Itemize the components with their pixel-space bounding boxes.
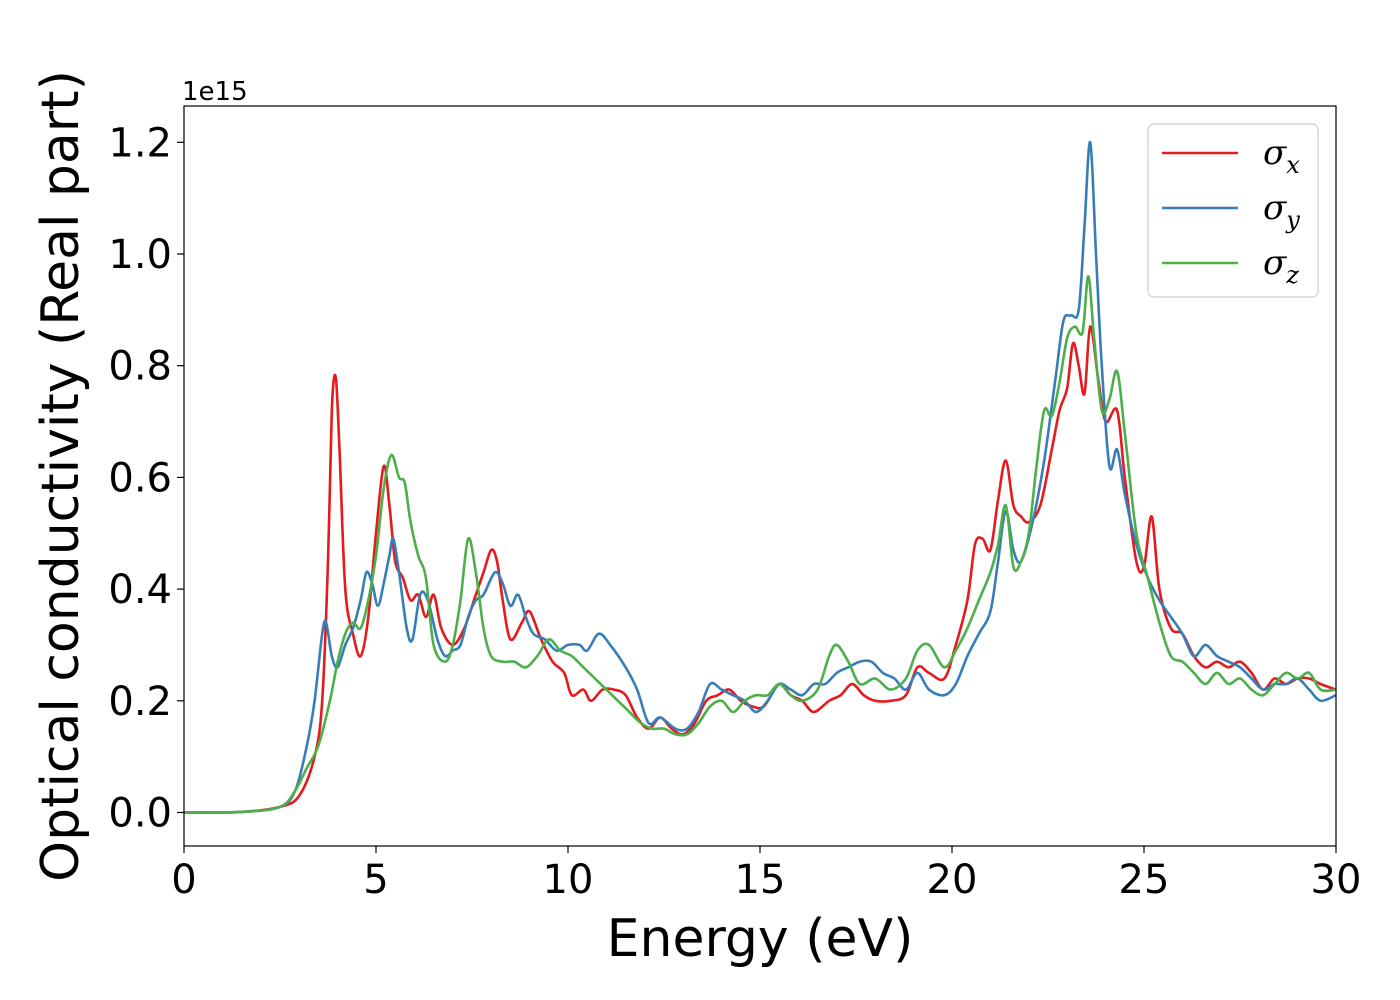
x-tick-label: 15	[735, 857, 786, 903]
x-tick-label: 30	[1311, 857, 1362, 903]
x-tick-label: 0	[171, 857, 196, 903]
series-line-y	[183, 140, 1337, 814]
y-tick-label: 0.0	[108, 790, 172, 836]
series-layer	[183, 140, 1337, 814]
y-axis-label: Optical conductivity (Real part)	[31, 70, 91, 882]
y-axis-ticks: 0.0 0.2 0.4 0.6 0.8 1.0 1.2	[108, 120, 184, 836]
x-tick-label: 20	[927, 857, 978, 903]
x-axis-label: Energy (eV)	[607, 909, 914, 969]
x-axis-ticks: 0 5 10 15 20 25 30	[171, 846, 1361, 903]
y-tick-label: 1.0	[108, 232, 172, 278]
series-line-z	[183, 274, 1337, 814]
x-tick-label: 25	[1119, 857, 1170, 903]
legend: σx σy σz	[1147, 123, 1319, 298]
legend-label-x: σx	[1263, 133, 1300, 179]
y-tick-label: 0.2	[108, 679, 172, 725]
y-tick-label: 0.8	[108, 344, 172, 390]
y-offset-label: 1e15	[182, 77, 248, 107]
y-tick-label: 1.2	[108, 120, 172, 166]
y-tick-label: 0.6	[108, 455, 172, 501]
x-tick-label: 5	[363, 857, 388, 903]
legend-box	[1147, 123, 1319, 298]
legend-label-y: σy	[1263, 188, 1300, 234]
legend-label-z: σz	[1263, 243, 1299, 289]
x-tick-label: 10	[543, 857, 594, 903]
y-tick-label: 0.4	[108, 567, 172, 613]
